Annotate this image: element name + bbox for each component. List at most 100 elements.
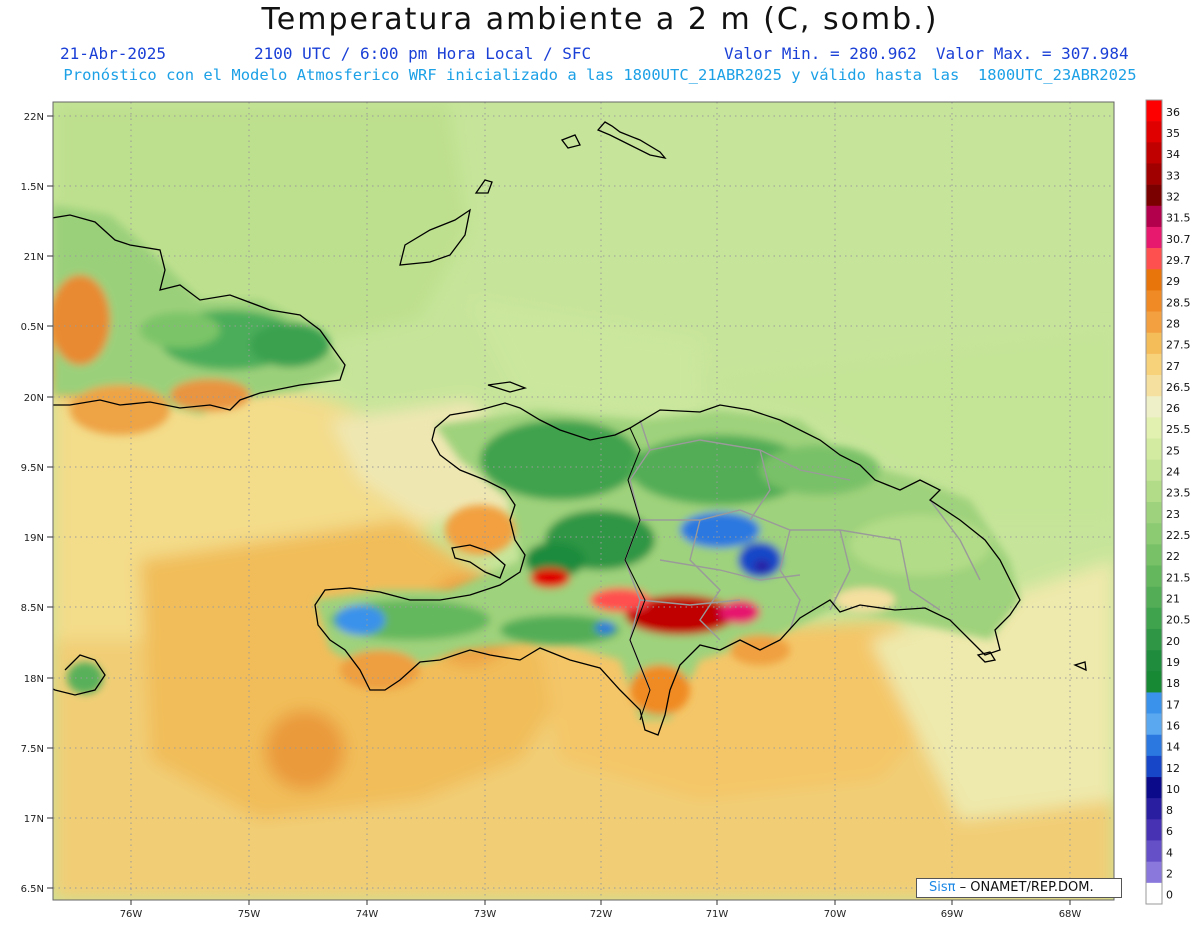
colorbar-swatch — [1146, 586, 1162, 609]
colorbar-label: 4 — [1166, 846, 1173, 859]
colorbar-label: 21 — [1166, 593, 1180, 606]
graticule — [53, 102, 1114, 900]
colorbar-swatch — [1146, 290, 1162, 312]
colorbar-swatch — [1146, 713, 1162, 736]
colorbar-label: 24 — [1166, 466, 1180, 479]
colorbar-label: 18 — [1166, 677, 1180, 690]
colorbar-label: 0 — [1166, 889, 1173, 902]
colorbar-label: 12 — [1166, 762, 1180, 775]
colorbar-swatch — [1146, 142, 1162, 164]
colorbar-swatch — [1146, 417, 1162, 439]
colorbar-swatch — [1146, 861, 1162, 884]
colorbar-label: 22.5 — [1166, 529, 1191, 542]
lat-label: 19N — [24, 533, 44, 544]
colorbar-swatch — [1146, 882, 1162, 905]
colorbar-swatch — [1146, 269, 1162, 291]
colorbar-swatch — [1146, 121, 1162, 143]
colorbar-swatch — [1146, 544, 1162, 566]
colorbar-swatch — [1146, 248, 1162, 270]
colorbar-label: 19 — [1166, 656, 1180, 669]
colorbar-swatch — [1146, 755, 1162, 778]
colorbar-label: 16 — [1166, 719, 1180, 732]
lon-label: 74W — [356, 909, 379, 920]
colorbar-label: 22 — [1166, 550, 1180, 563]
colorbar-swatch — [1146, 777, 1162, 799]
colorbar-label: 27 — [1166, 360, 1180, 373]
colorbar-swatch — [1146, 819, 1162, 841]
colorbar-label: 30.7 — [1166, 233, 1191, 246]
colorbar-swatch — [1146, 353, 1162, 376]
axis-ticks — [47, 115, 1071, 905]
coastlines — [53, 121, 1087, 736]
colorbar-label: 35 — [1166, 127, 1180, 140]
colorbar-label: 32 — [1166, 191, 1180, 204]
lat-label: 21N — [24, 252, 44, 263]
lon-label: 75W — [238, 909, 261, 920]
colorbar-swatch — [1146, 523, 1162, 545]
colorbar-swatch — [1146, 650, 1162, 672]
colorbar-label: 25.5 — [1166, 423, 1191, 436]
color-bar: 363534333231.530.729.72928.52827.52726.5… — [1145, 99, 1191, 905]
colorbar-label: 17 — [1166, 698, 1180, 711]
forecast-date: 21-Abr-2025 — [60, 44, 166, 63]
colorbar-label: 8 — [1166, 804, 1173, 817]
lat-label: 6.5N — [21, 884, 44, 895]
colorbar-swatch — [1146, 607, 1162, 630]
lat-label: 22N — [24, 112, 44, 123]
colorbar-label: 33 — [1166, 169, 1180, 182]
lat-label: 0.5N — [21, 322, 44, 333]
credit-box: Sisπ – ONAMET/REP.DOM. — [916, 878, 1122, 898]
colorbar-label: 26 — [1166, 402, 1180, 415]
colorbar-swatch — [1146, 502, 1162, 524]
lon-label: 76W — [120, 909, 143, 920]
colorbar-swatch — [1146, 375, 1162, 397]
colorbar-swatch — [1146, 163, 1162, 185]
colorbar-swatch — [1146, 459, 1162, 482]
colorbar-swatch — [1146, 480, 1162, 503]
forecast-time: 2100 UTC / 6:00 pm Hora Local / SFC — [254, 44, 592, 63]
colorbar-label: 28.5 — [1166, 296, 1191, 309]
colorbar-label: 28 — [1166, 317, 1180, 330]
sispi-logo: Sisπ — [929, 880, 956, 895]
lat-label: 18N — [24, 674, 44, 685]
lat-label: 1.5N — [21, 182, 44, 193]
colorbar-swatch — [1146, 692, 1162, 714]
lat-label: 7.5N — [21, 744, 44, 755]
forecast-subtitle: Pronóstico con el Modelo Atmosferico WRF… — [63, 66, 1137, 84]
lon-label: 69W — [941, 909, 964, 920]
colorbar-label: 31.5 — [1166, 212, 1191, 225]
colorbar-swatch — [1146, 184, 1162, 207]
colorbar-label: 10 — [1166, 783, 1180, 796]
lon-labels: 76W 75W 74W 73W 72W 71W 70W 69W 68W — [120, 909, 1082, 920]
colorbar-label: 23 — [1166, 508, 1180, 521]
lon-label: 73W — [474, 909, 497, 920]
colorbar-label: 29.7 — [1166, 254, 1191, 267]
lon-label: 72W — [590, 909, 613, 920]
colorbar-swatch — [1146, 628, 1162, 651]
colorbar-swatch — [1146, 438, 1162, 460]
cuba-field — [53, 205, 345, 694]
colorbar-label: 2 — [1166, 868, 1173, 881]
lon-label: 68W — [1059, 909, 1082, 920]
colorbar-swatch — [1146, 311, 1162, 334]
colorbar-label: 36 — [1166, 106, 1180, 119]
lat-labels: 22N 1.5N 21N 0.5N 20N 9.5N 19N 8.5N 18N … — [21, 112, 44, 895]
border-line — [624, 427, 651, 721]
colorbar-label: 21.5 — [1166, 571, 1191, 584]
colorbar-label: 14 — [1166, 741, 1180, 754]
colorbar-swatch — [1146, 798, 1162, 820]
lat-label: 9.5N — [21, 463, 44, 474]
plot-frame — [52, 101, 1115, 901]
colorbar-swatch — [1146, 226, 1162, 249]
colorbar-swatch — [1146, 396, 1162, 418]
colorbar-label: 25 — [1166, 444, 1180, 457]
colorbar-swatch — [1146, 205, 1162, 228]
lat-label: 20N — [24, 393, 44, 404]
colorbar-label: 27.5 — [1166, 339, 1191, 352]
colorbar-swatch — [1146, 100, 1162, 122]
value-min-max: Valor Min. = 280.962 Valor Max. = 307.98… — [724, 44, 1129, 63]
colorbar-label: 29 — [1166, 275, 1180, 288]
lon-label: 71W — [706, 909, 729, 920]
colorbar-swatch — [1146, 565, 1162, 587]
